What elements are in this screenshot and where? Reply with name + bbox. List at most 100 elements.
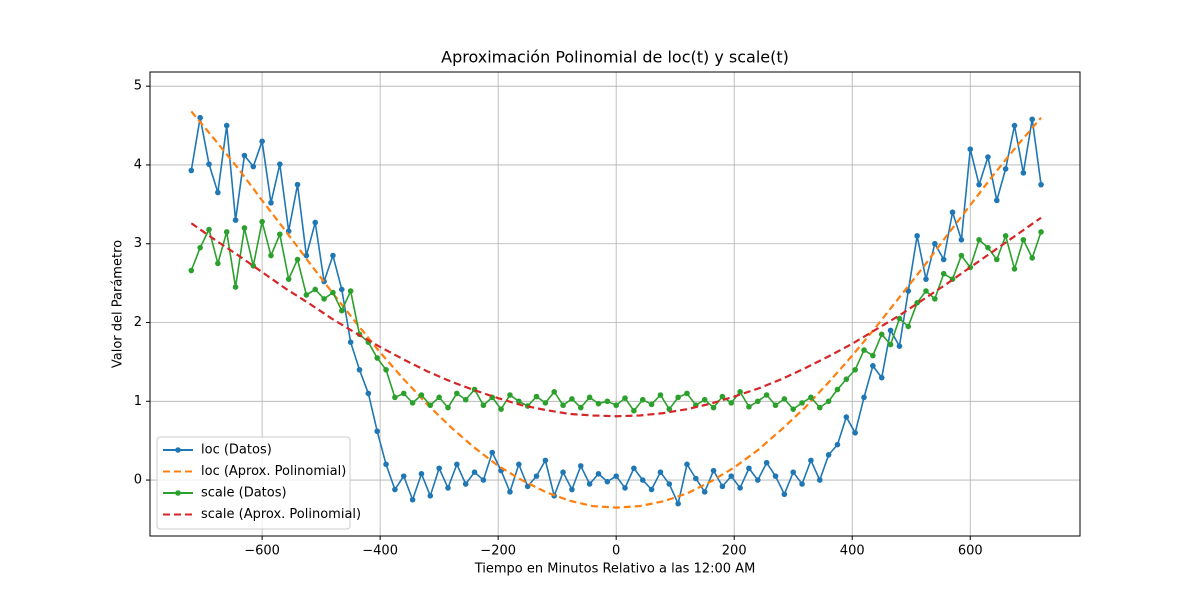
data-point	[896, 343, 903, 349]
data-point	[436, 394, 442, 401]
data-point	[763, 392, 770, 398]
data-point	[312, 286, 319, 293]
data-point	[870, 352, 876, 359]
x-tick-label: −200	[480, 544, 516, 559]
data-point	[285, 276, 292, 282]
data-point	[657, 469, 664, 475]
data-point	[471, 469, 478, 475]
data-point	[400, 473, 407, 479]
data-point	[595, 400, 602, 407]
data-point	[294, 181, 301, 188]
chart-title: Aproximación Polinomial de loc(t) y scal…	[441, 48, 789, 67]
data-point	[321, 296, 327, 302]
data-point	[338, 307, 345, 314]
data-point	[976, 181, 982, 188]
data-point	[905, 323, 912, 330]
data-point	[445, 404, 451, 411]
data-point	[631, 407, 637, 414]
x-tick-label: 600	[958, 544, 983, 559]
data-point	[516, 398, 522, 405]
data-point	[560, 402, 566, 409]
data-point	[232, 217, 239, 223]
data-point	[595, 470, 602, 477]
data-point	[383, 366, 389, 373]
data-point	[684, 390, 690, 397]
data-point	[985, 244, 991, 251]
data-point	[967, 146, 974, 153]
data-point	[330, 289, 336, 296]
data-point	[896, 315, 903, 322]
data-point	[746, 465, 752, 472]
data-point	[330, 252, 336, 259]
data-point	[418, 392, 425, 398]
data-point	[932, 296, 938, 302]
data-point	[1038, 181, 1044, 188]
data-point	[188, 167, 195, 174]
data-point	[303, 292, 310, 298]
data-point	[728, 473, 735, 479]
data-point	[958, 252, 965, 259]
data-point	[312, 219, 319, 226]
data-point	[985, 154, 991, 160]
legend-label: loc (Aprox. Polinomial)	[201, 464, 346, 479]
data-point	[1029, 116, 1036, 123]
data-point	[772, 402, 779, 409]
data-point	[622, 485, 628, 491]
data-point	[728, 400, 735, 406]
y-axis-label: Valor del Parámetro	[111, 240, 126, 368]
data-point	[666, 481, 673, 487]
data-point	[613, 473, 619, 479]
data-point	[577, 404, 584, 411]
data-point	[1011, 122, 1018, 129]
data-point	[294, 256, 301, 263]
data-point	[347, 339, 354, 346]
data-point	[622, 395, 628, 401]
data-point	[409, 496, 416, 503]
data-point	[392, 394, 398, 401]
data-point	[454, 461, 460, 468]
data-point	[223, 122, 230, 129]
data-point	[852, 430, 858, 436]
data-point	[241, 152, 248, 159]
data-point	[250, 163, 257, 170]
axes-frame	[149, 71, 1081, 537]
data-point	[843, 376, 850, 383]
plot-area	[188, 110, 1044, 509]
x-axis-label: Tiempo en Minutos Relativo a las 12:00 A…	[474, 562, 756, 577]
data-point	[993, 197, 1000, 204]
data-point	[356, 366, 363, 373]
data-point	[993, 256, 1000, 263]
data-point	[1002, 233, 1009, 239]
data-point	[524, 483, 531, 490]
y-tick-label: 3	[134, 236, 142, 251]
data-point	[197, 114, 203, 121]
data-point	[861, 347, 867, 353]
data-point	[498, 406, 504, 412]
data-point	[215, 260, 221, 267]
data-point	[923, 276, 929, 282]
data-point	[516, 461, 522, 468]
y-tick-label: 4	[134, 157, 142, 172]
data-point	[958, 236, 965, 243]
data-point	[878, 374, 885, 381]
y-tick-label: 2	[134, 315, 142, 330]
data-point	[613, 402, 619, 409]
data-point	[657, 392, 664, 398]
data-point	[1020, 236, 1027, 243]
data-point	[1038, 229, 1044, 235]
data-point	[825, 398, 832, 405]
y-tick-label: 5	[134, 79, 142, 94]
legend-marker	[175, 490, 181, 496]
x-tick-label: −400	[362, 544, 398, 559]
data-point	[631, 465, 637, 472]
data-point	[215, 189, 221, 196]
x-tick-label: 200	[722, 544, 747, 559]
data-point	[870, 363, 876, 369]
data-point	[648, 401, 655, 408]
data-point	[1029, 255, 1036, 261]
data-point	[861, 394, 867, 401]
data-point	[365, 390, 372, 397]
data-point	[816, 404, 823, 411]
data-point	[799, 400, 805, 406]
data-point	[710, 404, 717, 411]
